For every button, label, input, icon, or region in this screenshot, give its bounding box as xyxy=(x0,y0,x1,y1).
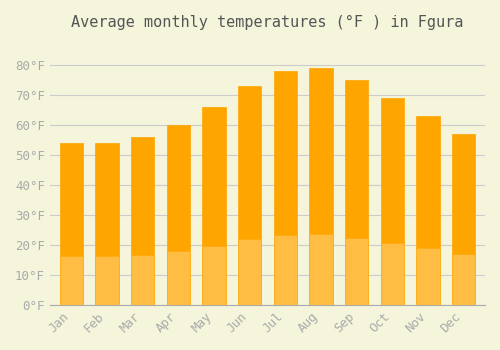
Bar xyxy=(274,235,297,305)
Bar xyxy=(202,107,226,305)
Bar xyxy=(452,134,475,305)
Bar xyxy=(416,248,440,305)
Bar xyxy=(310,68,332,305)
Bar xyxy=(166,251,190,305)
Bar xyxy=(345,238,368,305)
Bar xyxy=(238,239,261,305)
Bar xyxy=(60,143,83,305)
Bar xyxy=(380,98,404,305)
Bar xyxy=(60,257,83,305)
Bar xyxy=(131,137,154,305)
Title: Average monthly temperatures (°F ) in Fgura: Average monthly temperatures (°F ) in Fg… xyxy=(71,15,464,30)
Bar xyxy=(238,86,261,305)
Bar xyxy=(96,257,118,305)
Bar xyxy=(452,254,475,305)
Bar xyxy=(380,243,404,305)
Bar xyxy=(96,143,118,305)
Bar xyxy=(416,116,440,305)
Bar xyxy=(274,71,297,305)
Bar xyxy=(166,125,190,305)
Bar xyxy=(310,234,332,305)
Bar xyxy=(131,254,154,305)
Bar xyxy=(202,246,226,305)
Bar xyxy=(345,80,368,305)
